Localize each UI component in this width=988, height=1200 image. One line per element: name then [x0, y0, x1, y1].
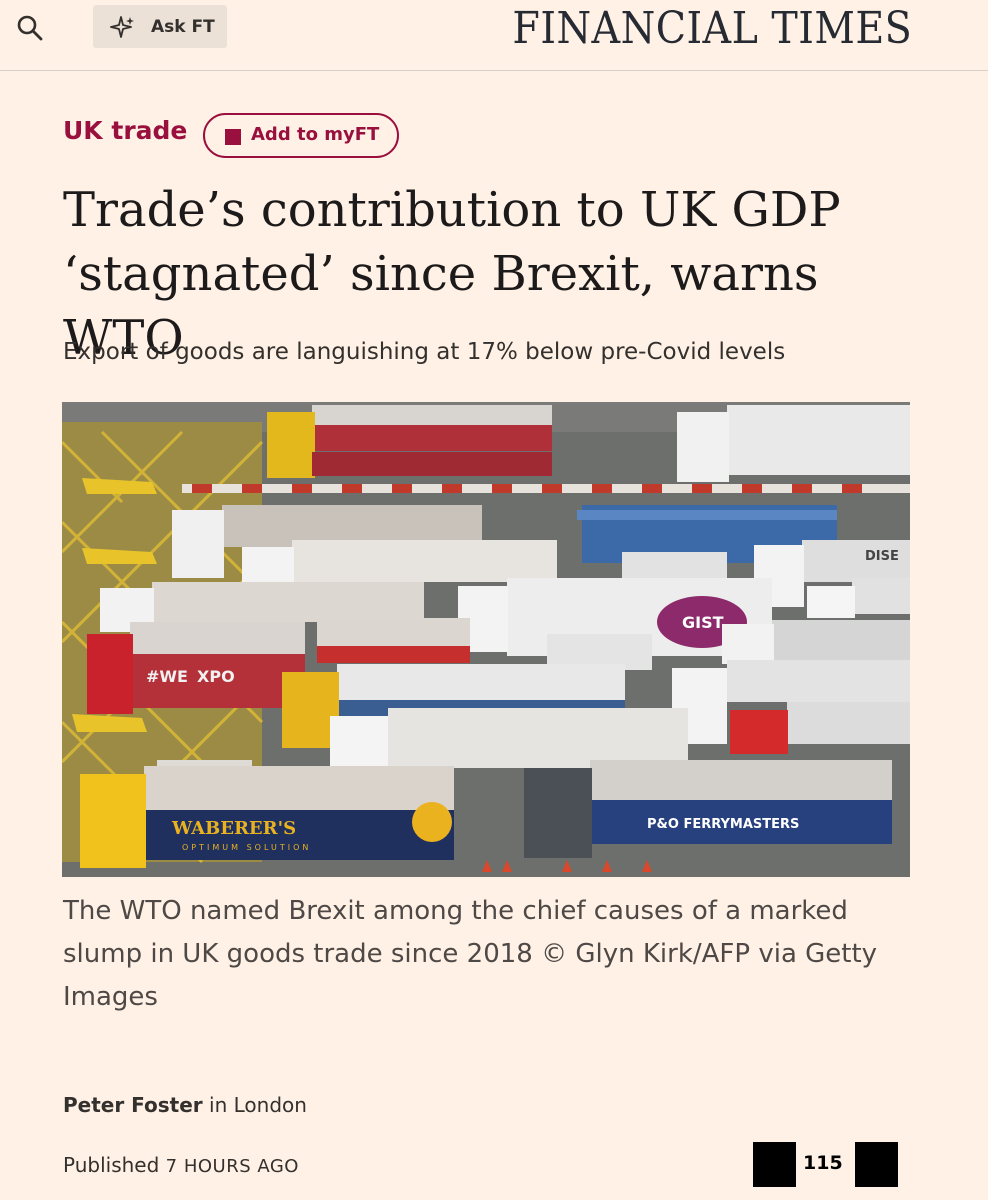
article-headline: Trade’s contribution to UK GDP ‘stagnate…: [63, 178, 943, 370]
ask-ft-label: Ask FT: [151, 17, 215, 37]
headline-line-2: ‘stagnated’ since Brexit, warns WTO: [63, 246, 819, 366]
dise-label: DISE: [865, 549, 899, 564]
sparkle-icon: [110, 16, 134, 38]
top-navigation-bar: Ask FT FINANCIAL TIMES: [0, 0, 988, 71]
gist-label: GIST: [682, 613, 724, 632]
hero-image: DISE GIST #WE XPO: [62, 402, 910, 877]
we-label: #WE: [146, 667, 188, 686]
comment-count[interactable]: 115: [803, 1152, 843, 1174]
masthead-logo[interactable]: FINANCIAL TIMES: [512, 3, 912, 54]
square-icon: [225, 129, 241, 145]
published-time: 7 HOURS AGO: [165, 1156, 299, 1177]
ferrymasters-label: P&O FERRYMASTERS: [647, 817, 799, 832]
search-button[interactable]: [14, 12, 48, 46]
published-label: Published: [63, 1153, 166, 1177]
add-to-myft-label: Add to myFT: [251, 124, 380, 145]
published-date: Published 7 HOURS AGO: [63, 1153, 299, 1177]
redacted-action-box-left[interactable]: [753, 1142, 796, 1187]
redacted-action-box-right[interactable]: [855, 1142, 898, 1187]
image-caption: The WTO named Brexit among the chief cau…: [63, 896, 878, 1012]
author-link[interactable]: Peter Foster: [63, 1093, 203, 1117]
add-to-myft-button[interactable]: Add to myFT: [203, 113, 399, 158]
xpo-label: XPO: [197, 667, 235, 686]
byline: Peter Foster in London: [63, 1093, 307, 1117]
truck-park-illustration: DISE GIST #WE XPO: [62, 402, 910, 877]
topic-link[interactable]: UK trade: [63, 116, 188, 145]
search-icon: [17, 15, 43, 41]
headline-line-1: Trade’s contribution to UK GDP: [63, 182, 841, 238]
waberers-sub-label: OPTIMUM SOLUTION: [182, 843, 311, 852]
waberers-label: WABERER'S: [171, 818, 296, 839]
author-location: in London: [202, 1093, 307, 1117]
ask-ft-button[interactable]: Ask FT: [93, 5, 227, 48]
article-standfirst: Export of goods are languishing at 17% b…: [63, 339, 786, 365]
